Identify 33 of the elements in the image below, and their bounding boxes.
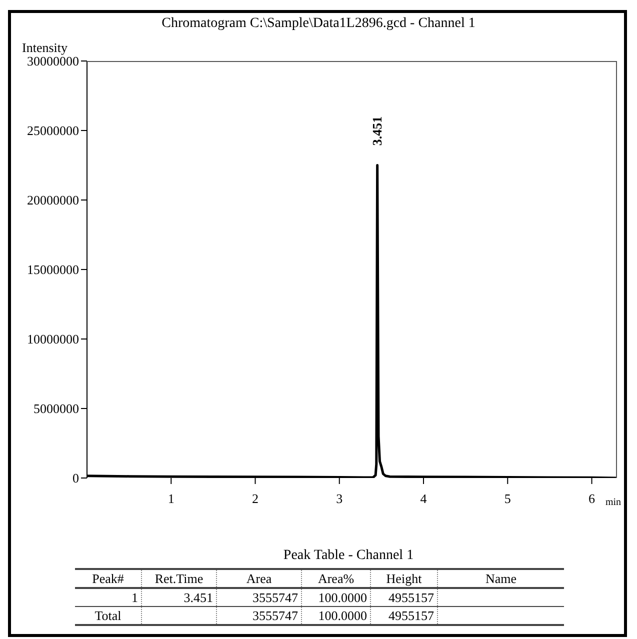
y-tick-label: 5000000 (34, 401, 79, 416)
text: Name (438, 569, 564, 588)
x-tick-label: 2 (252, 491, 259, 506)
x-tick-label: 6 (588, 491, 596, 506)
text: Total (94, 607, 122, 625)
text: 3555747 (216, 588, 302, 606)
text: 4955157 (370, 588, 438, 606)
y-tick-label: 0 (72, 470, 79, 486)
y-tick-label: 10000000 (27, 332, 79, 347)
y-tick-label: 25000000 (27, 123, 79, 138)
text: Peak Table - Channel 1 (282, 548, 415, 564)
text: 1 (130, 589, 139, 606)
x-tick-label: 5 (504, 491, 511, 506)
text: 100.0000 (302, 606, 370, 625)
chart-title: Chromatogram C:\Sample\Data1L2896.gcd - Channel 1 (160, 16, 476, 32)
text: 100.0000 (302, 588, 370, 606)
text: 4955157 (370, 606, 438, 625)
annotation: 3.451 (369, 116, 386, 146)
y-tick-label: 30000000 (27, 54, 79, 69)
y-tick-label: 20000000 (27, 192, 79, 208)
x-axis-title: min (605, 497, 621, 508)
x-tick-label: 1 (168, 491, 174, 506)
x-tick-label: 4 (420, 491, 428, 506)
text: Peak# (91, 570, 125, 588)
y-tick-label: 15000000 (27, 262, 79, 278)
text: Area% (302, 569, 370, 588)
x-tick-label: 3 (336, 491, 343, 506)
text: Height (370, 569, 438, 588)
text: 3555747 (216, 606, 302, 625)
text: 3.451 (142, 588, 216, 606)
text: Ret.Time (142, 569, 216, 588)
text: Area (216, 569, 302, 588)
y-axis-title: Intensity (22, 40, 68, 56)
